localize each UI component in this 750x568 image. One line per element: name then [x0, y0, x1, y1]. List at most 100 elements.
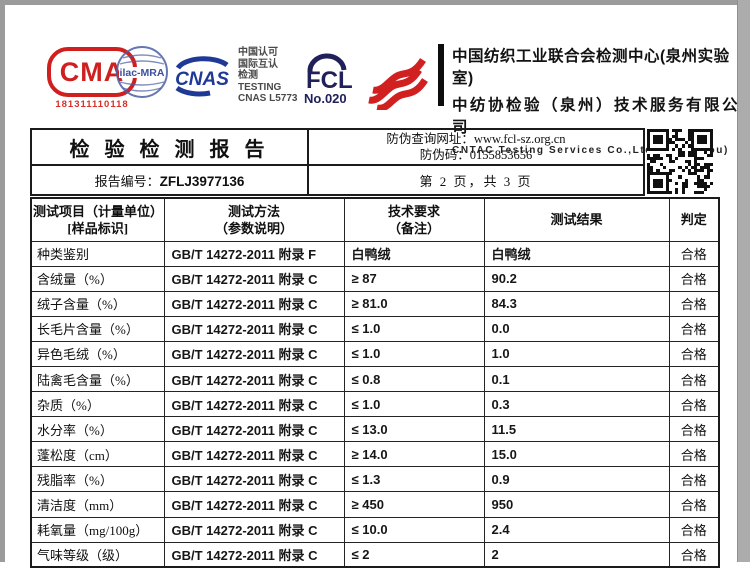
- row-requirement: ≤ 2: [343, 541, 485, 568]
- report-title: 检 验 检 测 报 告: [69, 138, 270, 161]
- row-method: GB/T 14272-2011 附录 C: [163, 491, 345, 518]
- table-row: 耗氧量（mg/100g） GB/T 14272-2011 附录 C ≤ 10.0 2.…: [30, 516, 720, 543]
- row-requirement: ≤ 1.3: [343, 466, 485, 493]
- row-verdict: 合格: [668, 265, 720, 292]
- row-item: 耗氧量（mg/100g）: [30, 516, 165, 543]
- row-method: GB/T 14272-2011 附录 C: [163, 340, 345, 367]
- row-item: 杂质（%）: [30, 391, 165, 418]
- row-requirement: ≤ 13.0: [343, 416, 485, 443]
- report-number-label: 报告编号：: [94, 173, 160, 189]
- row-result: 950: [483, 491, 670, 518]
- row-method: GB/T 14272-2011 附录 C: [163, 416, 345, 443]
- row-result: 2.4: [483, 516, 670, 543]
- row-result: 0.0: [483, 315, 670, 342]
- column-header-verdict: 判定: [668, 197, 720, 242]
- row-method: GB/T 14272-2011 附录 C: [163, 290, 345, 317]
- accreditation-text: 中国认可 国际互认 检测 TESTING CNAS L5773: [238, 47, 297, 105]
- col2-line1: 测试方法: [227, 203, 280, 219]
- table-body: 种类鉴别 GB/T 14272-2011 附录 F 白鸭绒 白鸭绒 合格 含绒量（%） GB…: [30, 240, 720, 568]
- row-requirement: ≤ 0.8: [343, 365, 485, 393]
- table-row: 清洁度（mm） GB/T 14272-2011 附录 C ≥ 450 950 合格: [30, 491, 720, 518]
- column-header-result: 测试结果: [483, 197, 670, 242]
- row-result: 90.2: [483, 265, 670, 292]
- report-header-table: 检 验 检 测 报 告 防伪查询网址：www.fcl-sz.org.cn 防伪码…: [30, 128, 645, 196]
- accreditation-line: TESTING: [238, 81, 282, 93]
- table-row: 残脂率（%） GB/T 14272-2011 附录 C ≤ 1.3 0.9 合格: [30, 466, 720, 493]
- page-info: 第 2 页，共 3 页: [419, 173, 533, 189]
- table-row: 种类鉴别 GB/T 14272-2011 附录 F 白鸭绒 白鸭绒 合格: [30, 240, 720, 267]
- row-item: 绒子含量（%）: [30, 290, 165, 317]
- row-verdict: 合格: [668, 391, 720, 418]
- row-method: GB/T 14272-2011 附录 C: [163, 541, 345, 568]
- row-item: 含绒量（%）: [30, 265, 165, 292]
- certification-logo-strip: CMA 181311110118 ilac-MRA CNAS 中国认可 国际互认…: [0, 0, 750, 156]
- col3-line1: 技术要求: [387, 203, 440, 219]
- cma-number: 181311110118: [55, 99, 129, 110]
- org-name-cn-2: 中纺协检验（泉州）技术服务有限公司: [452, 97, 741, 136]
- test-results-table: 测试项目（计量单位） [样品标识] 测试方法 （参数说明） 技术要求 （备注） …: [30, 197, 720, 568]
- cnas-text: CNAS: [175, 69, 229, 90]
- col1-line1: 测试项目（计量单位）: [33, 203, 164, 219]
- col3-line2: （备注）: [387, 220, 440, 236]
- table-header: 测试项目（计量单位） [样品标识] 测试方法 （参数说明） 技术要求 （备注） …: [30, 197, 720, 242]
- table-row: 陆禽毛含量（%） GB/T 14272-2011 附录 C ≤ 0.8 0.1 合格: [30, 365, 720, 393]
- report-number-cell: 报告编号：ZFLJ3977136: [32, 166, 309, 194]
- row-result: 2: [483, 541, 670, 568]
- report-title-cell: 检 验 检 测 报 告: [32, 130, 309, 166]
- row-verdict: 合格: [668, 240, 720, 267]
- scan-edge-left: [0, 0, 5, 562]
- table-row: 蓬松度（cm） GB/T 14272-2011 附录 C ≥ 14.0 15.0 合格: [30, 441, 720, 468]
- scan-edge-right: [737, 0, 750, 562]
- row-result: 1.0: [483, 340, 670, 367]
- report-number: ZFLJ3977136: [159, 173, 245, 189]
- row-result: 11.5: [483, 416, 670, 443]
- row-method: GB/T 14272-2011 附录 F: [163, 240, 345, 267]
- row-verdict: 合格: [668, 441, 720, 468]
- col2-line2: （参数说明）: [214, 220, 293, 236]
- row-method: GB/T 14272-2011 附录 C: [163, 315, 345, 342]
- table-row: 杂质（%） GB/T 14272-2011 附录 C ≤ 1.0 0.3 合格: [30, 391, 720, 418]
- cnas-logo-icon: CNAS: [175, 56, 229, 97]
- scan-edge-top: [0, 0, 750, 5]
- org-name-en: CNTAC Testing Services Co.,Ltd.(Quanzhou…: [452, 145, 729, 156]
- row-method: GB/T 14272-2011 附录 C: [163, 391, 345, 418]
- row-method: GB/T 14272-2011 附录 C: [163, 466, 345, 493]
- accreditation-line: 检测: [238, 70, 258, 81]
- organization-block: 中国纺织工业联合会检测中心(泉州实验室) 中纺协检验（泉州）技术服务有限公司 C…: [452, 44, 742, 156]
- row-item: 残脂率（%）: [30, 466, 165, 493]
- table-row: 异色毛绒（%） GB/T 14272-2011 附录 C ≤ 1.0 1.0 合格: [30, 340, 720, 367]
- row-item: 水分率（%）: [30, 416, 165, 443]
- row-item: 气味等级（级）: [30, 541, 165, 568]
- row-verdict: 合格: [668, 340, 720, 367]
- row-item: 异色毛绒（%）: [30, 340, 165, 367]
- row-verdict: 合格: [668, 516, 720, 543]
- row-result: 0.3: [483, 391, 670, 418]
- ilac-mra-stamp-icon: ilac-MRA: [116, 46, 168, 98]
- accreditation-line: CNAS L5773: [238, 93, 298, 104]
- row-result: 84.3: [483, 290, 670, 317]
- qr-code: [647, 129, 713, 194]
- row-item: 种类鉴别: [30, 240, 165, 267]
- fcl-number: No.020: [304, 91, 347, 106]
- row-result: 白鸭绒: [483, 240, 670, 267]
- row-verdict: 合格: [668, 541, 720, 568]
- row-method: GB/T 14272-2011 附录 C: [163, 516, 345, 543]
- row-method: GB/T 14272-2011 附录 C: [163, 265, 345, 292]
- fcl-text: FCL: [306, 67, 353, 94]
- table-row: 水分率（%） GB/T 14272-2011 附录 C ≤ 13.0 11.5 合格: [30, 416, 720, 443]
- row-item: 清洁度（mm）: [30, 491, 165, 518]
- row-verdict: 合格: [668, 315, 720, 342]
- antifake-code: 防伪码：0155853656: [419, 148, 533, 162]
- page-info-cell: 第 2 页，共 3 页: [309, 166, 643, 194]
- fcl-mark-icon: FCL No.020: [304, 53, 353, 106]
- red-stripes-logo-icon: [368, 58, 428, 110]
- row-verdict: 合格: [668, 290, 720, 317]
- row-item: 陆禽毛含量（%）: [30, 365, 165, 393]
- table-row: 长毛片含量（%） GB/T 14272-2011 附录 C ≤ 1.0 0.0 合格: [30, 315, 720, 342]
- row-requirement: ≥ 87: [343, 265, 485, 292]
- column-header-item: 测试项目（计量单位） [样品标识]: [30, 197, 165, 242]
- fcl-logo: FCL No.020: [302, 50, 362, 111]
- table-row: 绒子含量（%） GB/T 14272-2011 附录 C ≥ 81.0 84.3 合格: [30, 290, 720, 317]
- row-requirement: ≥ 14.0: [343, 441, 485, 468]
- row-verdict: 合格: [668, 466, 720, 493]
